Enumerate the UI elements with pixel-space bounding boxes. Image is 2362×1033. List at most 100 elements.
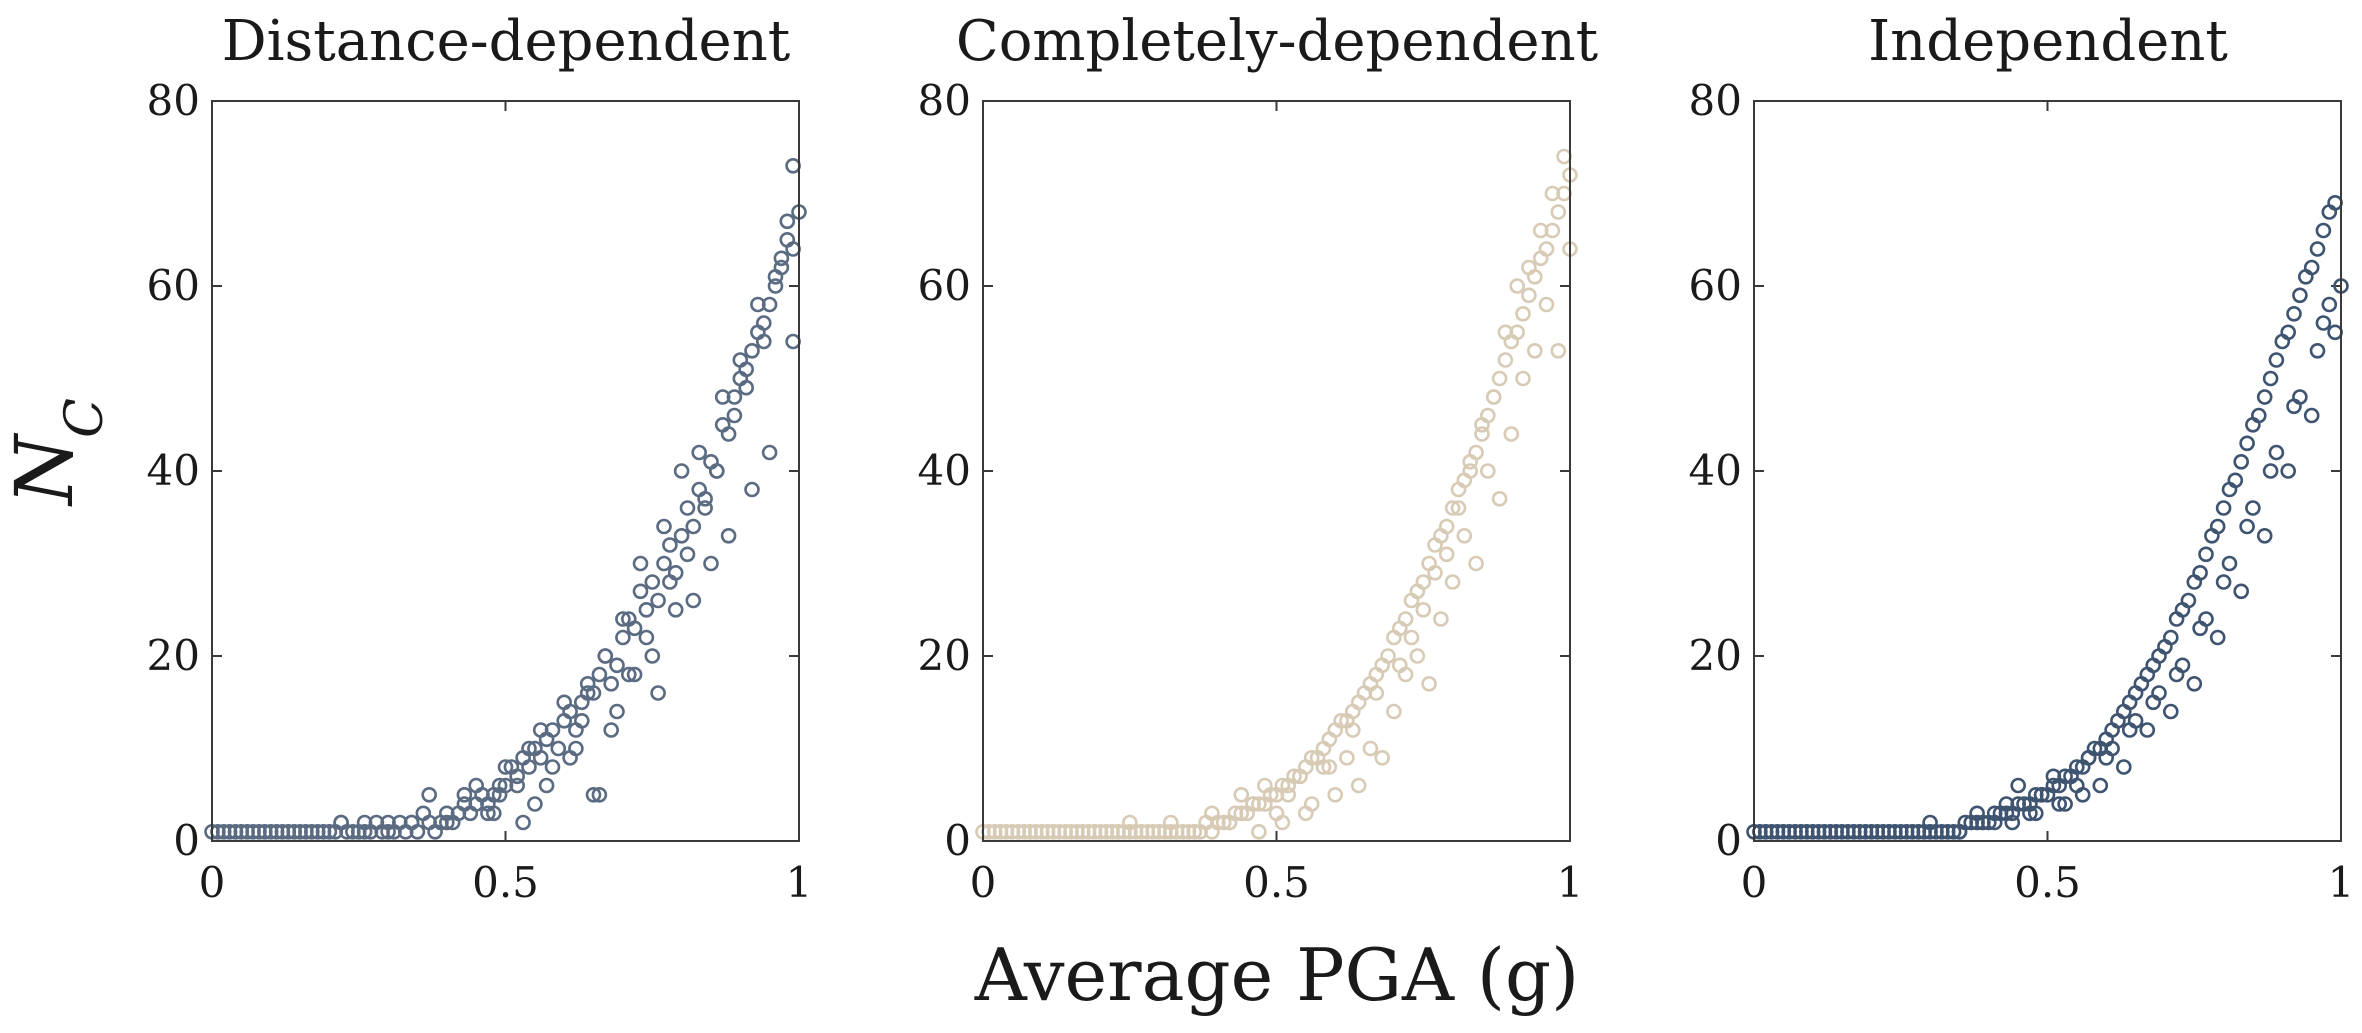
data-point	[1444, 500, 1461, 516]
data-point	[1163, 814, 1179, 831]
y-axis-label: N C	[0, 398, 115, 507]
y-tick-label: 0	[944, 816, 971, 865]
data-point	[286, 823, 303, 840]
data-point	[356, 814, 373, 831]
data-point	[2286, 398, 2302, 415]
data-point	[2268, 444, 2285, 461]
data-point	[1910, 823, 1927, 840]
data-point	[1421, 675, 1437, 692]
data-point	[1139, 823, 1156, 840]
data-point	[1846, 823, 1862, 840]
y-axis-label-subscript: C	[55, 398, 115, 438]
data-point	[1075, 823, 1091, 840]
data-point	[1521, 259, 1537, 276]
data-point	[761, 444, 778, 461]
data-point	[1509, 278, 1525, 294]
data-point	[697, 500, 713, 516]
data-point	[380, 823, 396, 840]
data-point	[644, 574, 661, 590]
y-tick-label: 40	[918, 446, 971, 495]
data-point	[1051, 823, 1068, 840]
data-point	[1497, 352, 1514, 368]
data-point	[632, 555, 649, 572]
data-point	[2292, 287, 2308, 304]
data-point	[2286, 305, 2302, 322]
data-point	[2280, 324, 2296, 341]
data-point	[761, 296, 778, 313]
data-point	[1380, 648, 1396, 664]
data-point	[2051, 796, 2067, 812]
data-point	[1251, 823, 1267, 840]
data-point	[1321, 759, 1338, 775]
data-point	[1004, 823, 1021, 840]
data-point	[2080, 749, 2097, 766]
y-tick-label: 60	[147, 261, 200, 310]
data-point	[2092, 777, 2109, 794]
data-point	[1415, 574, 1432, 590]
data-point	[2256, 389, 2273, 405]
data-point	[268, 823, 285, 840]
y-tick-label: 0	[173, 816, 200, 865]
panel-title: Independent	[1868, 9, 2228, 74]
data-point	[656, 518, 672, 535]
data-point	[638, 601, 655, 618]
data-point	[456, 786, 473, 803]
data-point	[562, 749, 578, 766]
data-point	[2209, 518, 2226, 535]
x-axis-label: Average PGA (g)	[974, 933, 1579, 1017]
data-point	[667, 601, 684, 618]
data-point	[532, 749, 549, 766]
data-point	[2033, 786, 2050, 803]
data-point	[2163, 703, 2179, 720]
data-point	[1333, 712, 1349, 729]
data-point	[1462, 463, 1478, 479]
data-point	[1233, 805, 1250, 822]
data-point	[1257, 777, 1273, 794]
data-point	[2215, 574, 2232, 590]
data-point	[550, 740, 567, 757]
y-tick-label: 80	[918, 76, 971, 125]
data-point	[485, 805, 502, 822]
data-point	[632, 583, 649, 600]
data-point	[1409, 648, 1426, 664]
data-point	[720, 426, 737, 442]
y-tick-label: 20	[918, 631, 971, 680]
data-point	[2309, 342, 2326, 359]
data-point	[532, 722, 549, 738]
data-point	[1793, 823, 1809, 840]
data-point	[491, 777, 508, 794]
data-point	[2321, 296, 2338, 313]
data-point	[2239, 518, 2255, 535]
data-point	[1544, 185, 1561, 202]
data-point	[579, 685, 596, 701]
data-point	[1887, 823, 1903, 840]
data-point	[1251, 796, 1267, 812]
data-point	[767, 278, 784, 294]
data-point	[1221, 814, 1238, 831]
data-point	[2280, 463, 2296, 479]
data-point	[573, 712, 590, 729]
data-point	[2098, 749, 2114, 766]
data-point	[1515, 370, 1531, 387]
data-point	[615, 611, 631, 627]
x-tick-label: 0	[970, 858, 997, 907]
y-tick-label: 0	[1715, 816, 1742, 865]
data-point	[1022, 823, 1038, 840]
data-point	[480, 805, 496, 822]
data-point	[2192, 620, 2208, 637]
data-point	[1350, 777, 1367, 794]
data-point	[591, 666, 608, 683]
data-point	[2180, 592, 2197, 609]
data-point	[1427, 564, 1443, 581]
data-point	[755, 333, 772, 350]
y-axis-label-main: N	[0, 432, 91, 507]
data-point	[521, 740, 537, 757]
data-point	[1438, 518, 1455, 535]
data-point	[679, 500, 696, 516]
data-point	[1403, 629, 1420, 646]
data-point	[720, 527, 737, 544]
scatter-points	[975, 148, 1578, 840]
data-point	[1769, 823, 1786, 840]
data-point	[1386, 703, 1402, 720]
y-tick-label: 40	[1689, 446, 1742, 495]
